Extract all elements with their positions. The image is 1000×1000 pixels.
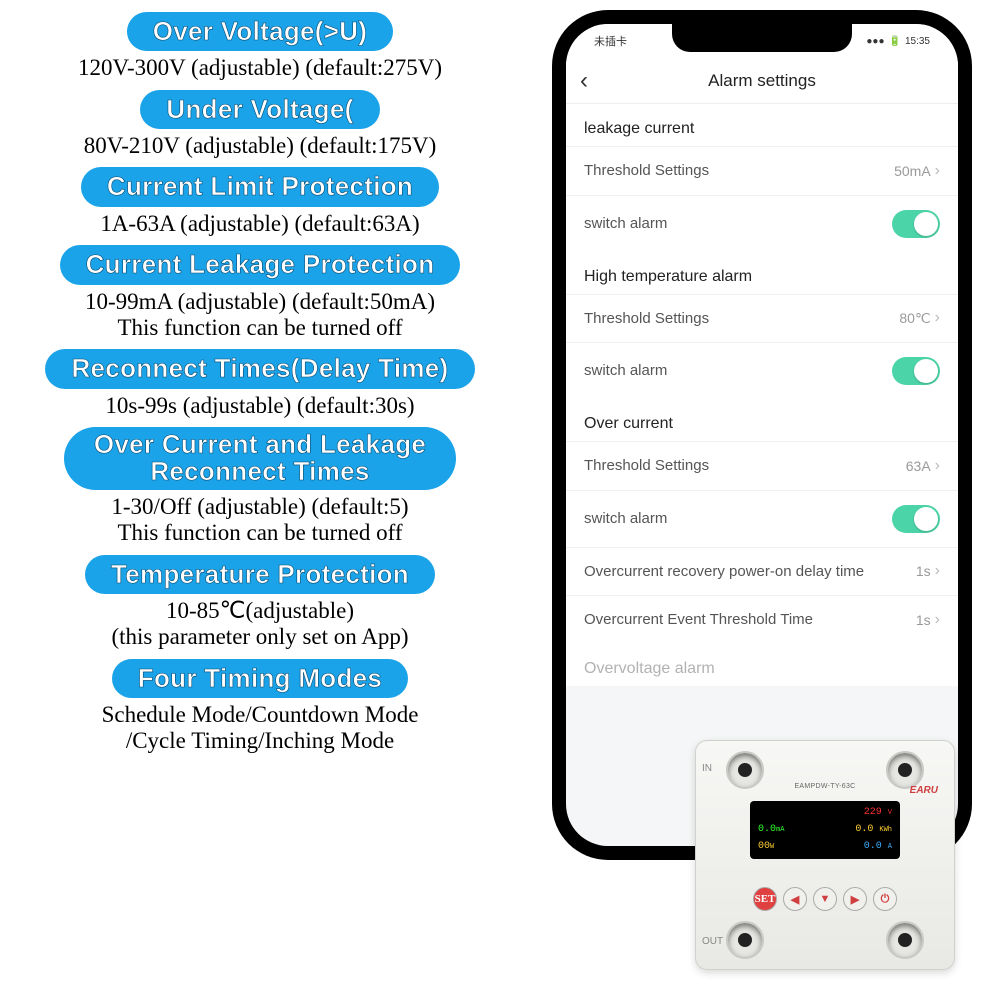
- row-label: Threshold Settings: [584, 456, 906, 476]
- settings-list: leakage currentThreshold Settings50mA›sw…: [566, 104, 958, 686]
- spec-pill-1: Under Voltage(: [140, 90, 379, 129]
- settings-row[interactable]: Threshold Settings63A›: [566, 441, 958, 490]
- row-label: Threshold Settings: [584, 161, 894, 181]
- spec-pill-7: Four Timing Modes: [112, 659, 408, 698]
- in-label: IN: [702, 763, 712, 774]
- chevron-right-icon: ›: [935, 457, 940, 475]
- row-value: 1s›: [916, 611, 940, 629]
- toggle-switch[interactable]: [892, 210, 940, 238]
- phone-screen: 未插卡 ●●● 🔋 15:35 ‹ Alarm settings leakage…: [566, 24, 958, 846]
- spec-pill-3: Current Leakage Protection: [60, 245, 461, 284]
- back-icon[interactable]: ‹: [580, 69, 588, 93]
- header-title: Alarm settings: [708, 71, 816, 91]
- phone-frame: 未插卡 ●●● 🔋 15:35 ‹ Alarm settings leakage…: [552, 10, 972, 860]
- spec-desc-5: 1-30/Off (adjustable) (default:5)This fu…: [10, 494, 510, 547]
- settings-row[interactable]: switch alarm: [566, 195, 958, 252]
- device-model: EAMPDW-TY-63C: [794, 783, 855, 790]
- status-carrier: 未插卡: [594, 33, 627, 49]
- device-buttons: SET ◀ ▼ ▶ ⏻: [753, 887, 897, 911]
- row-label: switch alarm: [584, 509, 892, 529]
- chevron-right-icon: ›: [935, 611, 940, 629]
- down-button[interactable]: ▼: [813, 887, 837, 911]
- device-body: IN OUT EAMPDW-TY-63C EARU 229 V 0.0mA0.0…: [695, 740, 955, 970]
- spec-pill-6: Temperature Protection: [85, 555, 435, 594]
- chevron-right-icon: ›: [935, 309, 940, 327]
- section-head: High temperature alarm: [566, 252, 958, 294]
- row-value: 80℃›: [899, 309, 940, 327]
- left-button[interactable]: ◀: [783, 887, 807, 911]
- row-label: switch alarm: [584, 214, 892, 234]
- section-head: Over current: [566, 399, 958, 441]
- out-label: OUT: [702, 936, 723, 947]
- spec-pill-0: Over Voltage(>U): [127, 12, 394, 51]
- spec-desc-1: 80V-210V (adjustable) (default:175V): [10, 133, 510, 159]
- spec-pill-4: Reconnect Times(Delay Time): [45, 349, 474, 388]
- section-head-faded: Overvoltage alarm: [566, 644, 958, 686]
- screen-header: ‹ Alarm settings: [566, 58, 958, 104]
- settings-row[interactable]: Threshold Settings80℃›: [566, 294, 958, 343]
- settings-row[interactable]: Overcurrent recovery power-on delay time…: [566, 547, 958, 596]
- settings-row[interactable]: Threshold Settings50mA›: [566, 146, 958, 195]
- section-head: leakage current: [566, 104, 958, 146]
- right-button[interactable]: ▶: [843, 887, 867, 911]
- chevron-right-icon: ›: [935, 562, 940, 580]
- spec-desc-7: Schedule Mode/Countdown Mode/Cycle Timin…: [10, 702, 510, 755]
- status-icons: ●●● 🔋 15:35: [866, 36, 930, 47]
- row-value: 1s›: [916, 562, 940, 580]
- phone-notch: [672, 24, 852, 52]
- toggle-switch[interactable]: [892, 505, 940, 533]
- spec-desc-2: 1A-63A (adjustable) (default:63A): [10, 211, 510, 237]
- device-display: 229 V 0.0mA0.0 KWh 00W0.0 A: [750, 801, 900, 859]
- spec-desc-4: 10s-99s (adjustable) (default:30s): [10, 393, 510, 419]
- terminal-out-n: [726, 921, 764, 959]
- spec-desc-6: 10-85℃(adjustable)(this parameter only s…: [10, 598, 510, 651]
- power-button[interactable]: ⏻: [873, 887, 897, 911]
- spec-desc-3: 10-99mA (adjustable) (default:50mA)This …: [10, 289, 510, 342]
- set-button[interactable]: SET: [753, 887, 777, 911]
- chevron-right-icon: ›: [935, 162, 940, 180]
- spec-pill-5: Over Current and LeakageReconnect Times: [64, 427, 456, 490]
- terminal-out-l: [886, 921, 924, 959]
- row-label: switch alarm: [584, 361, 892, 381]
- toggle-switch[interactable]: [892, 357, 940, 385]
- device-brand: EARU: [910, 785, 938, 796]
- row-label: Overcurrent Event Threshold Time: [584, 610, 916, 630]
- terminal-in-n: [726, 751, 764, 789]
- settings-row[interactable]: switch alarm: [566, 490, 958, 547]
- terminal-in-l: [886, 751, 924, 789]
- energy-device: IN OUT EAMPDW-TY-63C EARU 229 V 0.0mA0.0…: [695, 740, 955, 970]
- row-value: 63A›: [906, 457, 940, 475]
- row-label: Overcurrent recovery power-on delay time: [584, 562, 916, 582]
- row-value: 50mA›: [894, 162, 940, 180]
- spec-pill-2: Current Limit Protection: [81, 167, 439, 206]
- settings-row[interactable]: Overcurrent Event Threshold Time1s›: [566, 595, 958, 644]
- spec-desc-0: 120V-300V (adjustable) (default:275V): [10, 55, 510, 81]
- settings-row[interactable]: switch alarm: [566, 342, 958, 399]
- spec-list: Over Voltage(>U) 120V-300V (adjustable) (…: [10, 12, 510, 763]
- row-label: Threshold Settings: [584, 309, 899, 329]
